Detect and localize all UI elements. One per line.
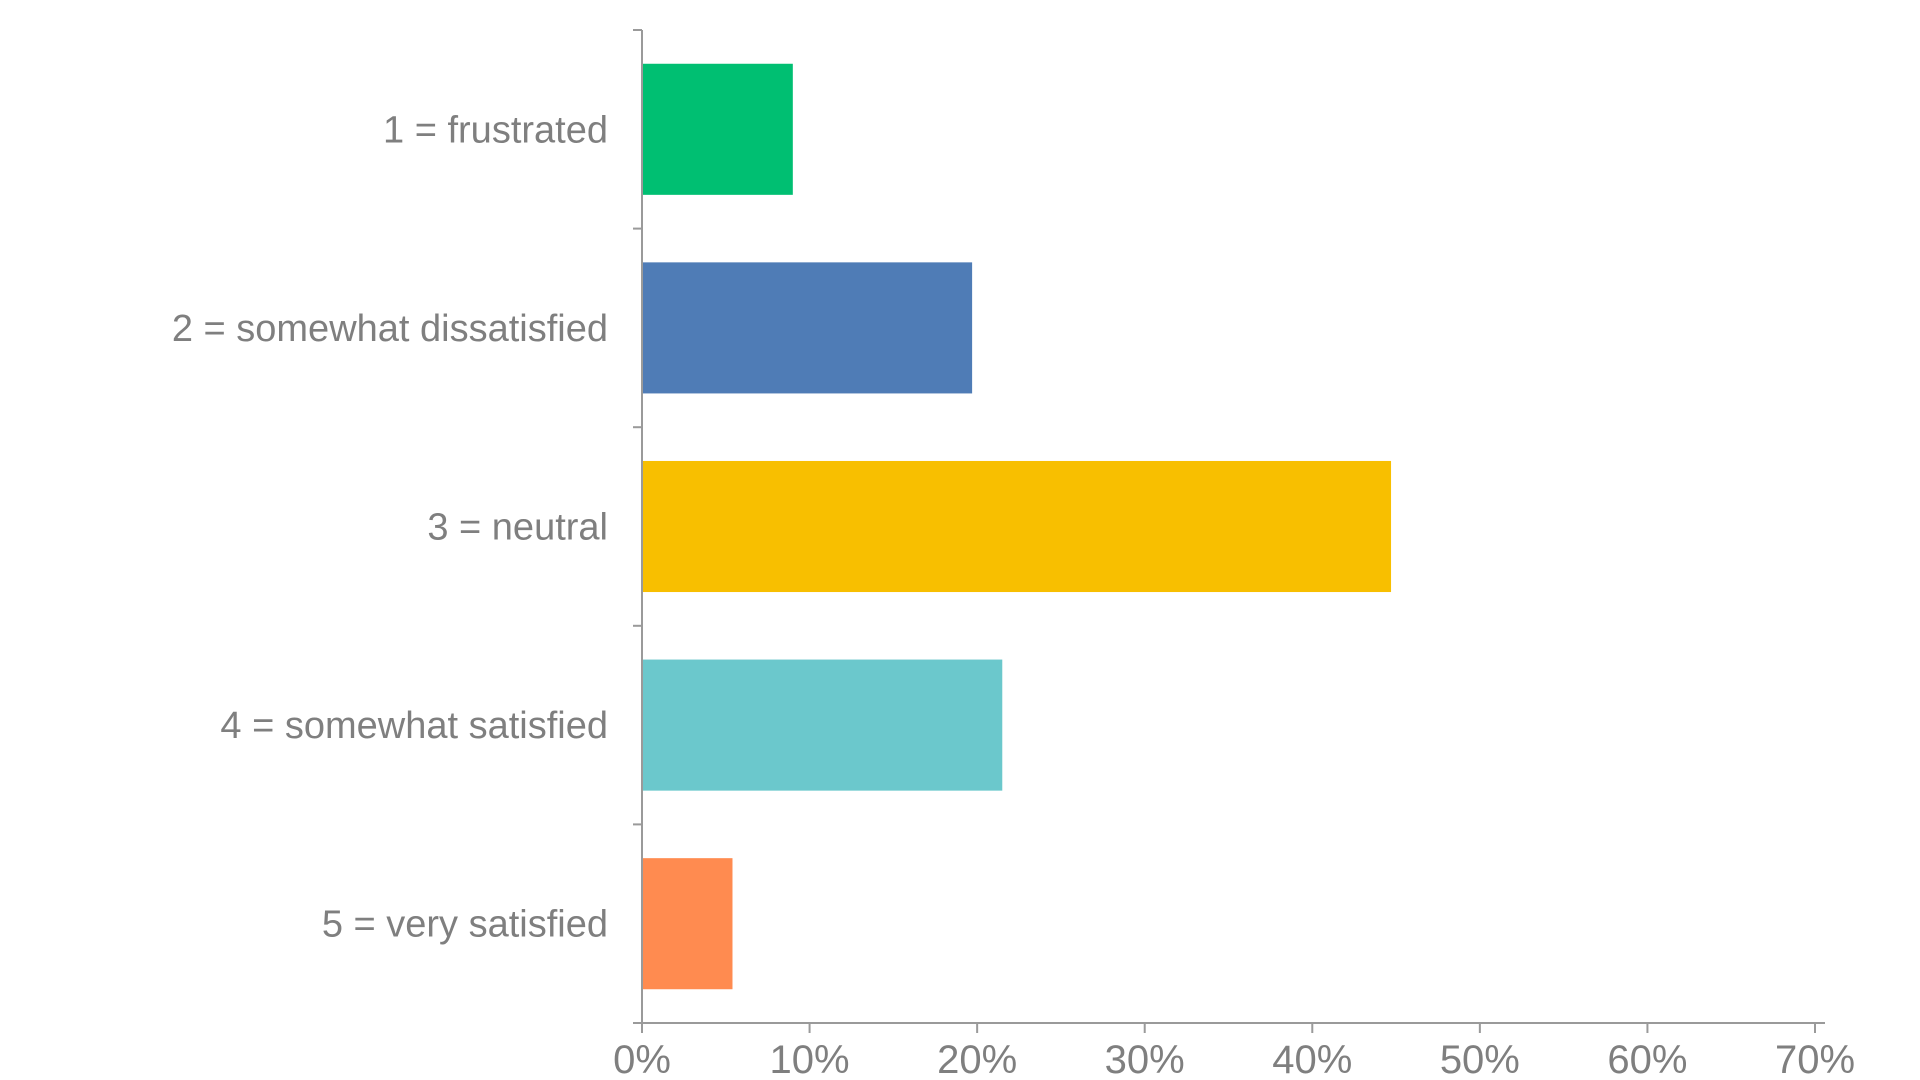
bar-4 xyxy=(642,659,1003,791)
x-tick-label: 10% xyxy=(770,1038,850,1080)
axes: 0% 10% 20% 30% 40% 50% 60% 70% xyxy=(613,29,1855,1080)
bar-3 xyxy=(642,460,1392,593)
x-tick-label: 0% xyxy=(613,1038,671,1080)
x-tick-label: 20% xyxy=(937,1038,1017,1080)
bar-5 xyxy=(642,858,733,990)
x-tick-label: 70% xyxy=(1775,1038,1855,1080)
category-label-2: 2 = somewhat dissatisfied xyxy=(172,308,608,350)
category-label-1: 1 = frustrated xyxy=(383,109,608,151)
x-tick-label: 50% xyxy=(1440,1038,1520,1080)
x-tick-label: 40% xyxy=(1272,1038,1352,1080)
bar-1 xyxy=(642,63,793,195)
x-tick-label: 60% xyxy=(1607,1038,1687,1080)
category-label-3: 3 = neutral xyxy=(427,507,608,549)
bars-layer xyxy=(642,63,1392,990)
category-label-5: 5 = very satisfied xyxy=(322,904,608,946)
category-label-4: 4 = somewhat satisfied xyxy=(220,705,608,747)
bar-2 xyxy=(642,262,973,394)
category-labels: 1 = frustrated 2 = somewhat dissatisfied 3… xyxy=(172,109,608,945)
x-tick-label: 30% xyxy=(1105,1038,1185,1080)
